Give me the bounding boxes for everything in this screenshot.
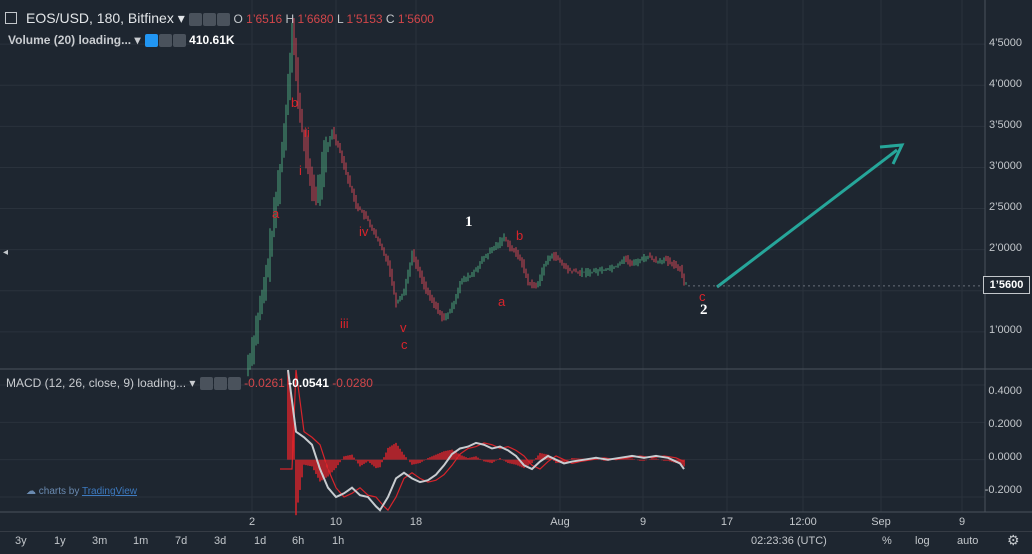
collapse-left-icon[interactable]: ◂ [3,247,9,258]
price-tick: 3’0000 [988,160,1022,172]
macd-line [287,369,685,512]
main-legend: EOS/USD, 180, Bitfinex ▾ O 1’6516 H 1’66… [26,10,434,27]
price-tick: 4’5000 [988,37,1022,49]
branding-prefix: charts by [38,486,80,497]
tradingview-branding[interactable]: ☁ charts by TradingView [26,486,137,497]
price-tick: 2’5000 [988,201,1022,213]
macd-label[interactable]: MACD (12, 26, close, 9) loading... [6,376,187,390]
macd-value-2: -0.0541 [288,376,329,390]
price-tick: 1’0000 [988,324,1022,336]
timeframe-1y[interactable]: 1y [54,535,66,547]
macd-legend: MACD (12, 26, close, 9) loading... ▾ -0.… [6,376,373,391]
close-icon[interactable] [217,13,231,27]
eye-icon[interactable] [189,13,203,27]
gear-icon[interactable] [158,34,172,48]
low-value: 1’5153 [346,12,383,26]
wave-label-a: a [272,206,280,221]
wave-label-c: c [401,337,408,352]
auto-toggle[interactable]: auto [957,535,979,547]
volume-legend: Volume (20) loading... ▾ 410.61K [8,33,235,48]
high-label: H [285,12,295,26]
low-label: L [336,12,344,26]
close-value: 1’5600 [397,12,434,26]
wave-label-iii: iii [340,316,349,331]
date-tick: Sep [871,516,891,528]
timeframe-1m[interactable]: 1m [133,535,149,547]
date-tick: 9 [958,516,966,528]
macd-value-1: -0.0261 [244,376,285,390]
wave-label-v: v [400,320,407,335]
date-tick: 18 [409,516,423,528]
wave-label-i: i [299,163,302,178]
date-tick: 12:00 [789,516,817,528]
timeframe-1d[interactable]: 1d [254,535,267,547]
eye-icon[interactable] [144,34,158,48]
projection-arrow [716,148,898,289]
macd-tick: 0.0000 [988,451,1022,463]
timeframe-1h[interactable]: 1h [332,535,345,547]
date-tick: 17 [720,516,734,528]
wave-label-iv: iv [359,224,369,239]
wave-label-ii: ii [304,125,310,140]
settings-gear-icon[interactable]: ⚙ [1007,532,1020,548]
close-icon[interactable] [172,34,186,48]
open-value: 1’6516 [246,12,283,26]
close-icon[interactable] [227,377,241,391]
wave-label-2: 2 [700,302,708,318]
price-tick: 4’0000 [988,78,1022,90]
cloud-icon: ☁ [26,486,36,497]
macd-tick: 0.2000 [988,418,1022,430]
percent-toggle[interactable]: % [882,535,892,547]
date-tick: 2 [248,516,256,528]
macd-tick: -0.2000 [984,484,1022,496]
arrow-head-icon [879,143,905,165]
utc-clock[interactable]: 02:23:36 (UTC) [751,535,827,547]
chevron-down-icon[interactable]: ▾ [186,376,196,390]
gear-icon[interactable] [203,13,217,27]
chevron-down-icon[interactable]: ▾ [173,10,185,26]
timeframe-3d[interactable]: 3d [214,535,227,547]
close-label: C [385,12,395,26]
price-tick: 2’0000 [988,242,1022,254]
macd-tick: 0.4000 [988,385,1022,397]
wave-label-c2: c [699,289,706,304]
gear-icon[interactable] [213,377,227,391]
eye-icon[interactable] [199,377,213,391]
volume-label[interactable]: Volume (20) loading... [8,33,132,47]
wave-label-b2: b [516,228,524,243]
price-tick: 3’5000 [988,119,1022,131]
date-tick: Aug [550,516,570,528]
bottom-toolbar [0,531,1032,554]
timeframe-3y[interactable]: 3y [15,535,27,547]
date-tick: 10 [329,516,343,528]
wave-label-1: 1 [465,214,473,230]
open-label: O [233,12,243,26]
last-price-badge: 1’5600 [983,276,1030,294]
branding-link[interactable]: TradingView [81,486,137,497]
wave-label-a2: a [498,294,506,309]
wave-label-b: b [291,95,299,110]
log-toggle[interactable]: log [915,535,930,547]
macd-signal-line [280,369,685,512]
symbol-title[interactable]: EOS/USD, 180, Bitfinex [26,10,174,26]
timeframe-3m[interactable]: 3m [92,535,108,547]
volume-value: 410.61K [189,33,235,47]
high-value: 1’6680 [297,12,334,26]
date-tick: 9 [639,516,647,528]
timeframe-6h[interactable]: 6h [292,535,305,547]
chevron-down-icon[interactable]: ▾ [131,33,141,47]
macd-value-3: -0.0280 [332,376,373,390]
menu-icon[interactable] [5,12,17,24]
timeframe-7d[interactable]: 7d [175,535,188,547]
